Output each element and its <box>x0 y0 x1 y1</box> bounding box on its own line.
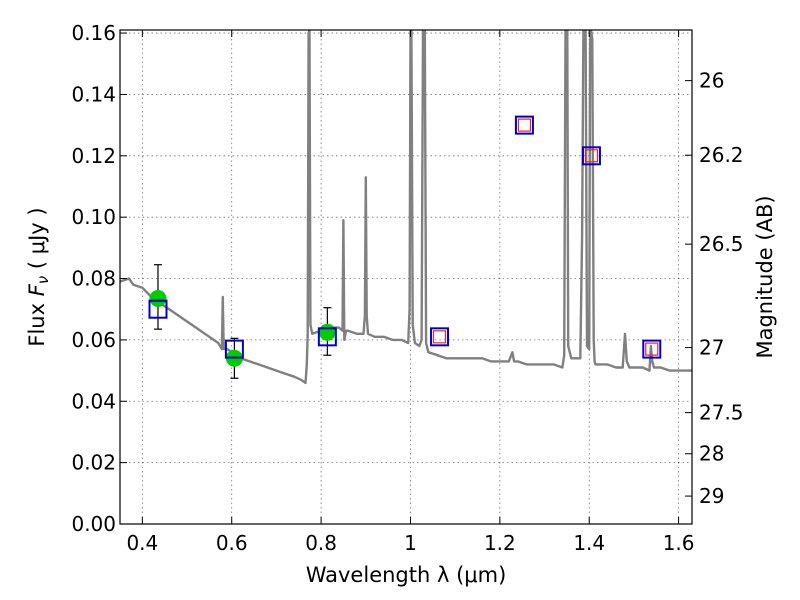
right-tick-label: 28 <box>699 442 724 466</box>
model-flux-square <box>581 146 601 166</box>
sed-model-line <box>120 30 692 385</box>
model-flux-square-inner <box>645 342 659 356</box>
y-tick-label: 0.14 <box>71 82 116 106</box>
model-flux-square <box>430 327 450 347</box>
y-axis-label-part: ( μJy ) <box>25 207 49 275</box>
axis-labels: 0.4 0.6 0.8 1 1.2 1.4 1.6 0.00 0.02 0.04 0.06 0.08 0… <box>25 21 777 587</box>
right-axis-label: Magnitude (AB) <box>753 195 777 358</box>
y-tick-label: 0.10 <box>71 205 116 229</box>
right-tick-label: 26.2 <box>699 143 744 167</box>
plot-frame <box>119 29 693 525</box>
y-axis-label-symbol: F <box>25 283 49 296</box>
plot-data <box>120 30 692 385</box>
x-tick-label: 0.4 <box>126 531 158 555</box>
model-flux-square <box>514 115 534 135</box>
y-tick-label: 0.16 <box>71 21 116 45</box>
y-axis-label-part: Flux <box>25 296 49 346</box>
model-flux-square-inner <box>432 330 447 344</box>
axis-ticks <box>120 30 692 525</box>
model-flux-square <box>317 327 337 347</box>
right-tick-label: 26 <box>699 69 724 93</box>
photometry-point <box>149 289 167 307</box>
y-tick-label: 0.02 <box>71 451 116 475</box>
x-tick-label: 1 <box>404 531 417 555</box>
model-flux-square <box>148 299 168 319</box>
right-tick-label: 27 <box>699 336 724 360</box>
model-flux-square-inner <box>517 118 532 132</box>
model-flux-square <box>224 339 244 359</box>
x-tick-label: 1.6 <box>663 531 695 555</box>
y-tick-label: 0.12 <box>71 144 116 168</box>
y-axis-label-subscript: ν <box>34 276 52 284</box>
y-tick-label: 0.00 <box>71 512 116 536</box>
x-axis-label: Wavelength λ (μm) <box>306 563 507 587</box>
x-tick-label: 1.2 <box>484 531 516 555</box>
y-tick-label: 0.06 <box>71 328 116 352</box>
right-tick-label: 26.5 <box>699 232 744 256</box>
x-tick-label: 0.8 <box>305 531 337 555</box>
model-flux-square <box>642 339 662 359</box>
right-tick-label: 29 <box>699 484 724 508</box>
photometry-point <box>318 323 336 341</box>
model-flux-square-inner <box>584 149 599 163</box>
y-tick-label: 0.04 <box>71 389 116 413</box>
x-tick-label: 0.6 <box>216 531 248 555</box>
right-tick-label: 27.5 <box>699 401 744 425</box>
y-axis-label: Flux Fν ( μJy ) <box>25 207 52 346</box>
x-tick-label: 1.4 <box>573 531 605 555</box>
y-tick-label: 0.08 <box>71 267 116 291</box>
